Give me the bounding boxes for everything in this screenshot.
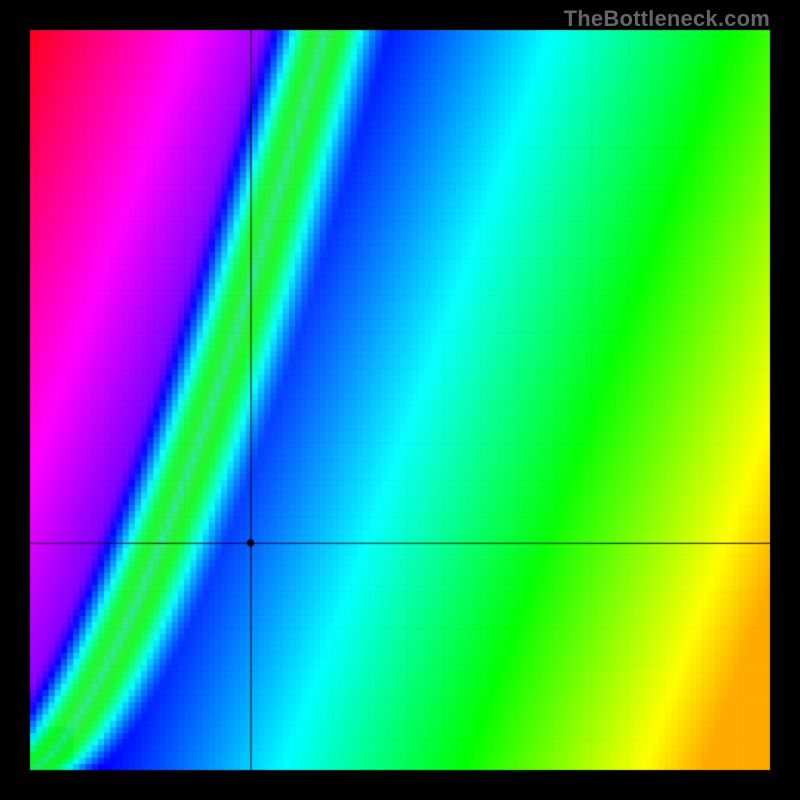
chart-container: TheBottleneck.com bbox=[0, 0, 800, 800]
watermark-text: TheBottleneck.com bbox=[564, 6, 770, 32]
heatmap-canvas bbox=[0, 0, 800, 800]
